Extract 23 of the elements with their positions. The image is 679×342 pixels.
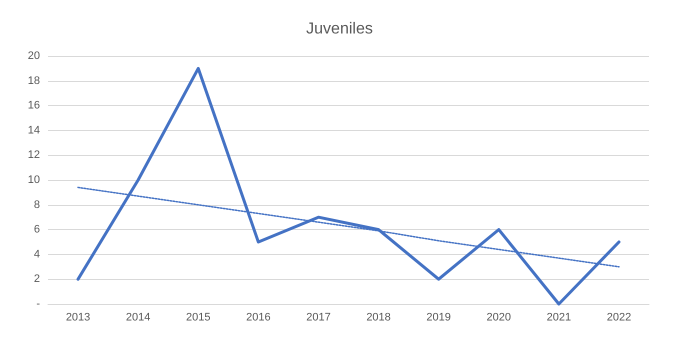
y-tick-label: 4	[34, 248, 40, 260]
y-tick-label: 8	[34, 198, 40, 211]
y-tick-label: 18	[28, 74, 40, 87]
x-tick-label: 2014	[126, 312, 150, 324]
line-series	[76, 66, 620, 306]
y-tick-label: 2	[34, 273, 40, 286]
y-tick-label: 14	[28, 124, 40, 136]
x-tick-label: 2018	[366, 312, 391, 324]
chart-title: Juveniles	[306, 20, 373, 38]
x-tick-label: 2017	[306, 312, 331, 324]
y-tick-label: 16	[28, 100, 40, 112]
y-tick-label: 20	[28, 50, 40, 62]
x-tick-label: 2020	[486, 312, 511, 324]
x-tick-label: 2021	[546, 312, 572, 324]
y-tick-label: -	[36, 298, 40, 310]
x-tick-label: 2016	[246, 312, 271, 324]
x-tick-label: 2013	[66, 312, 90, 324]
y-tick-label: 12	[28, 149, 40, 162]
x-tick-label: 2022	[606, 312, 632, 324]
x-tick-label: 2015	[186, 312, 210, 324]
x-tick-label: 2019	[426, 312, 451, 324]
y-tick-label: 10	[28, 174, 40, 186]
y-tick-label: 6	[34, 224, 40, 236]
